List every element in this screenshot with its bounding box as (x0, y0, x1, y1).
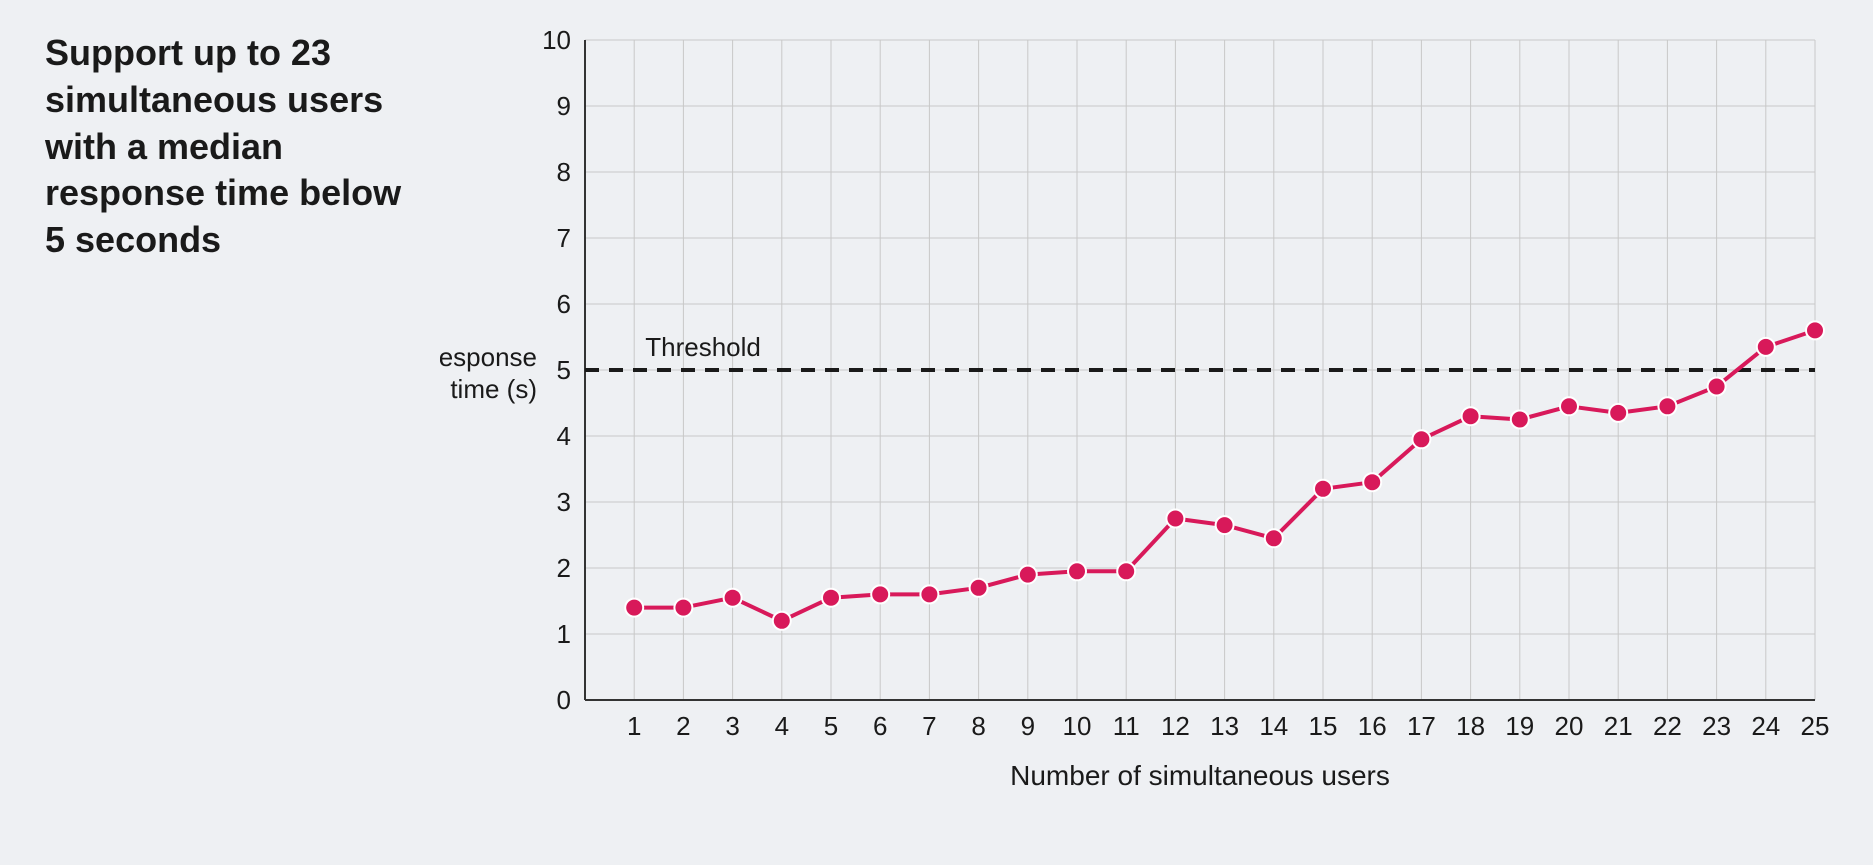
y-tick-label: 7 (557, 223, 571, 253)
x-tick-label: 18 (1456, 711, 1485, 741)
y-tick-label: 2 (557, 553, 571, 583)
x-tick-label: 17 (1407, 711, 1436, 741)
x-tick-label: 7 (922, 711, 936, 741)
data-point (1166, 510, 1184, 528)
x-tick-label: 8 (971, 711, 985, 741)
x-tick-label: 19 (1505, 711, 1534, 741)
data-point (1117, 562, 1135, 580)
x-tick-label: 15 (1309, 711, 1338, 741)
x-tick-label: 25 (1801, 711, 1830, 741)
data-point (1658, 397, 1676, 415)
x-tick-label: 3 (725, 711, 739, 741)
x-tick-label: 1 (627, 711, 641, 741)
y-tick-label: 3 (557, 487, 571, 517)
x-tick-label: 23 (1702, 711, 1731, 741)
headline-text: Support up to 23 simultaneous users with… (45, 30, 415, 264)
y-axis-title-line2: time (s) (450, 374, 537, 404)
x-tick-label: 5 (824, 711, 838, 741)
data-point (674, 599, 692, 617)
x-tick-label: 4 (775, 711, 789, 741)
y-axis-title-line1: Response (440, 342, 537, 372)
x-tick-label: 14 (1259, 711, 1288, 741)
x-tick-label: 20 (1555, 711, 1584, 741)
response-time-chart: 0123456789101234567891011121314151617181… (440, 20, 1860, 840)
x-tick-label: 21 (1604, 711, 1633, 741)
data-point (1265, 529, 1283, 547)
data-point (970, 579, 988, 597)
y-tick-label: 1 (557, 619, 571, 649)
data-point (724, 589, 742, 607)
y-tick-label: 5 (557, 355, 571, 385)
y-tick-label: 4 (557, 421, 571, 451)
x-tick-label: 2 (676, 711, 690, 741)
x-tick-label: 6 (873, 711, 887, 741)
x-tick-label: 12 (1161, 711, 1190, 741)
x-axis-title: Number of simultaneous users (1010, 760, 1390, 791)
data-point (1609, 404, 1627, 422)
data-point (1068, 562, 1086, 580)
x-tick-label: 11 (1113, 711, 1140, 741)
y-tick-label: 9 (557, 91, 571, 121)
x-tick-label: 22 (1653, 711, 1682, 741)
data-point (1708, 378, 1726, 396)
x-tick-label: 24 (1751, 711, 1780, 741)
data-point (1216, 516, 1234, 534)
data-point (920, 585, 938, 603)
y-tick-label: 0 (557, 685, 571, 715)
data-point (1019, 566, 1037, 584)
x-tick-label: 10 (1063, 711, 1092, 741)
data-point (1806, 321, 1824, 339)
threshold-label: Threshold (645, 332, 761, 362)
y-tick-label: 8 (557, 157, 571, 187)
x-tick-label: 13 (1210, 711, 1239, 741)
data-point (1757, 338, 1775, 356)
data-point (1314, 480, 1332, 498)
data-point (871, 585, 889, 603)
data-point (625, 599, 643, 617)
x-tick-label: 9 (1021, 711, 1035, 741)
data-point (1511, 411, 1529, 429)
y-tick-label: 6 (557, 289, 571, 319)
data-point (822, 589, 840, 607)
y-tick-label: 10 (542, 25, 571, 55)
x-tick-label: 16 (1358, 711, 1387, 741)
data-point (1560, 397, 1578, 415)
data-point (1363, 473, 1381, 491)
chart-holder: 0123456789101234567891011121314151617181… (440, 20, 1860, 845)
data-point (1412, 430, 1430, 448)
data-point (773, 612, 791, 630)
data-point (1462, 407, 1480, 425)
figure-container: Support up to 23 simultaneous users with… (0, 0, 1873, 865)
